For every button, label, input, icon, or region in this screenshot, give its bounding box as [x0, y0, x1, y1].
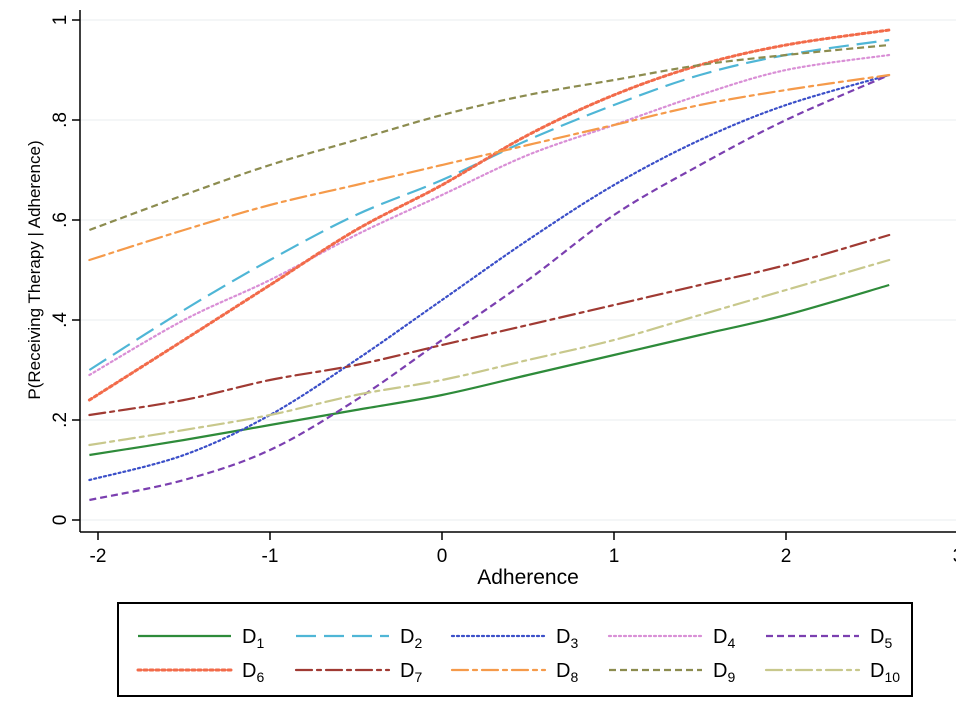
legend-label-d6: D6 [242, 660, 264, 685]
legend-label-d4: D4 [713, 626, 735, 651]
y-axis-ticks: 0 .2 .4 .6 .8 1 [50, 15, 80, 526]
legend: D1 D2 D3 D4 D5 D6 D7 D8 D9 D10 [117, 602, 913, 697]
legend-label-d3: D3 [556, 626, 578, 651]
series-line-d3 [88, 73, 891, 482]
y-tick-label: .2 [50, 412, 71, 428]
series-lines [87, 28, 891, 502]
x-axis-label: Adherence [477, 566, 579, 589]
plot-area [80, 10, 956, 532]
y-tick-label: .6 [50, 212, 71, 228]
series-line-d1 [89, 283, 890, 457]
legend-label-d9: D9 [713, 660, 735, 685]
legend-label-d7: D7 [400, 660, 422, 685]
series-line-d8 [88, 73, 891, 262]
x-tick-label: 3 [953, 546, 956, 567]
x-axis-ticks: -2 -1 0 1 2 3 [90, 532, 956, 567]
x-tick-label: 1 [609, 546, 620, 567]
legend-label-d1: D1 [242, 626, 264, 651]
x-tick-label: 0 [437, 546, 448, 567]
x-tick-label: 2 [781, 546, 792, 567]
y-tick-label: 1 [50, 15, 71, 26]
legend-label-d8: D8 [556, 660, 578, 685]
series-line-d5 [89, 73, 890, 502]
y-axis-label: P(Receiving Therapy | Adherence) [25, 140, 44, 399]
series-line-d4 [88, 53, 891, 377]
legend-box [117, 602, 913, 697]
y-tick-label: .8 [50, 112, 71, 128]
x-tick-label: -1 [262, 546, 279, 567]
series-line-d7 [88, 233, 891, 417]
legend-label-d2: D2 [400, 626, 422, 651]
y-tick-label: 0 [50, 515, 71, 526]
series-line-d10 [88, 258, 891, 447]
gridlines [80, 19, 956, 521]
legend-label-d10: D10 [870, 660, 900, 685]
x-tick-label: -2 [90, 546, 107, 567]
legend-label-d5: D5 [870, 626, 892, 651]
series-line-d6 [87, 28, 891, 402]
y-tick-label: .4 [50, 312, 71, 328]
